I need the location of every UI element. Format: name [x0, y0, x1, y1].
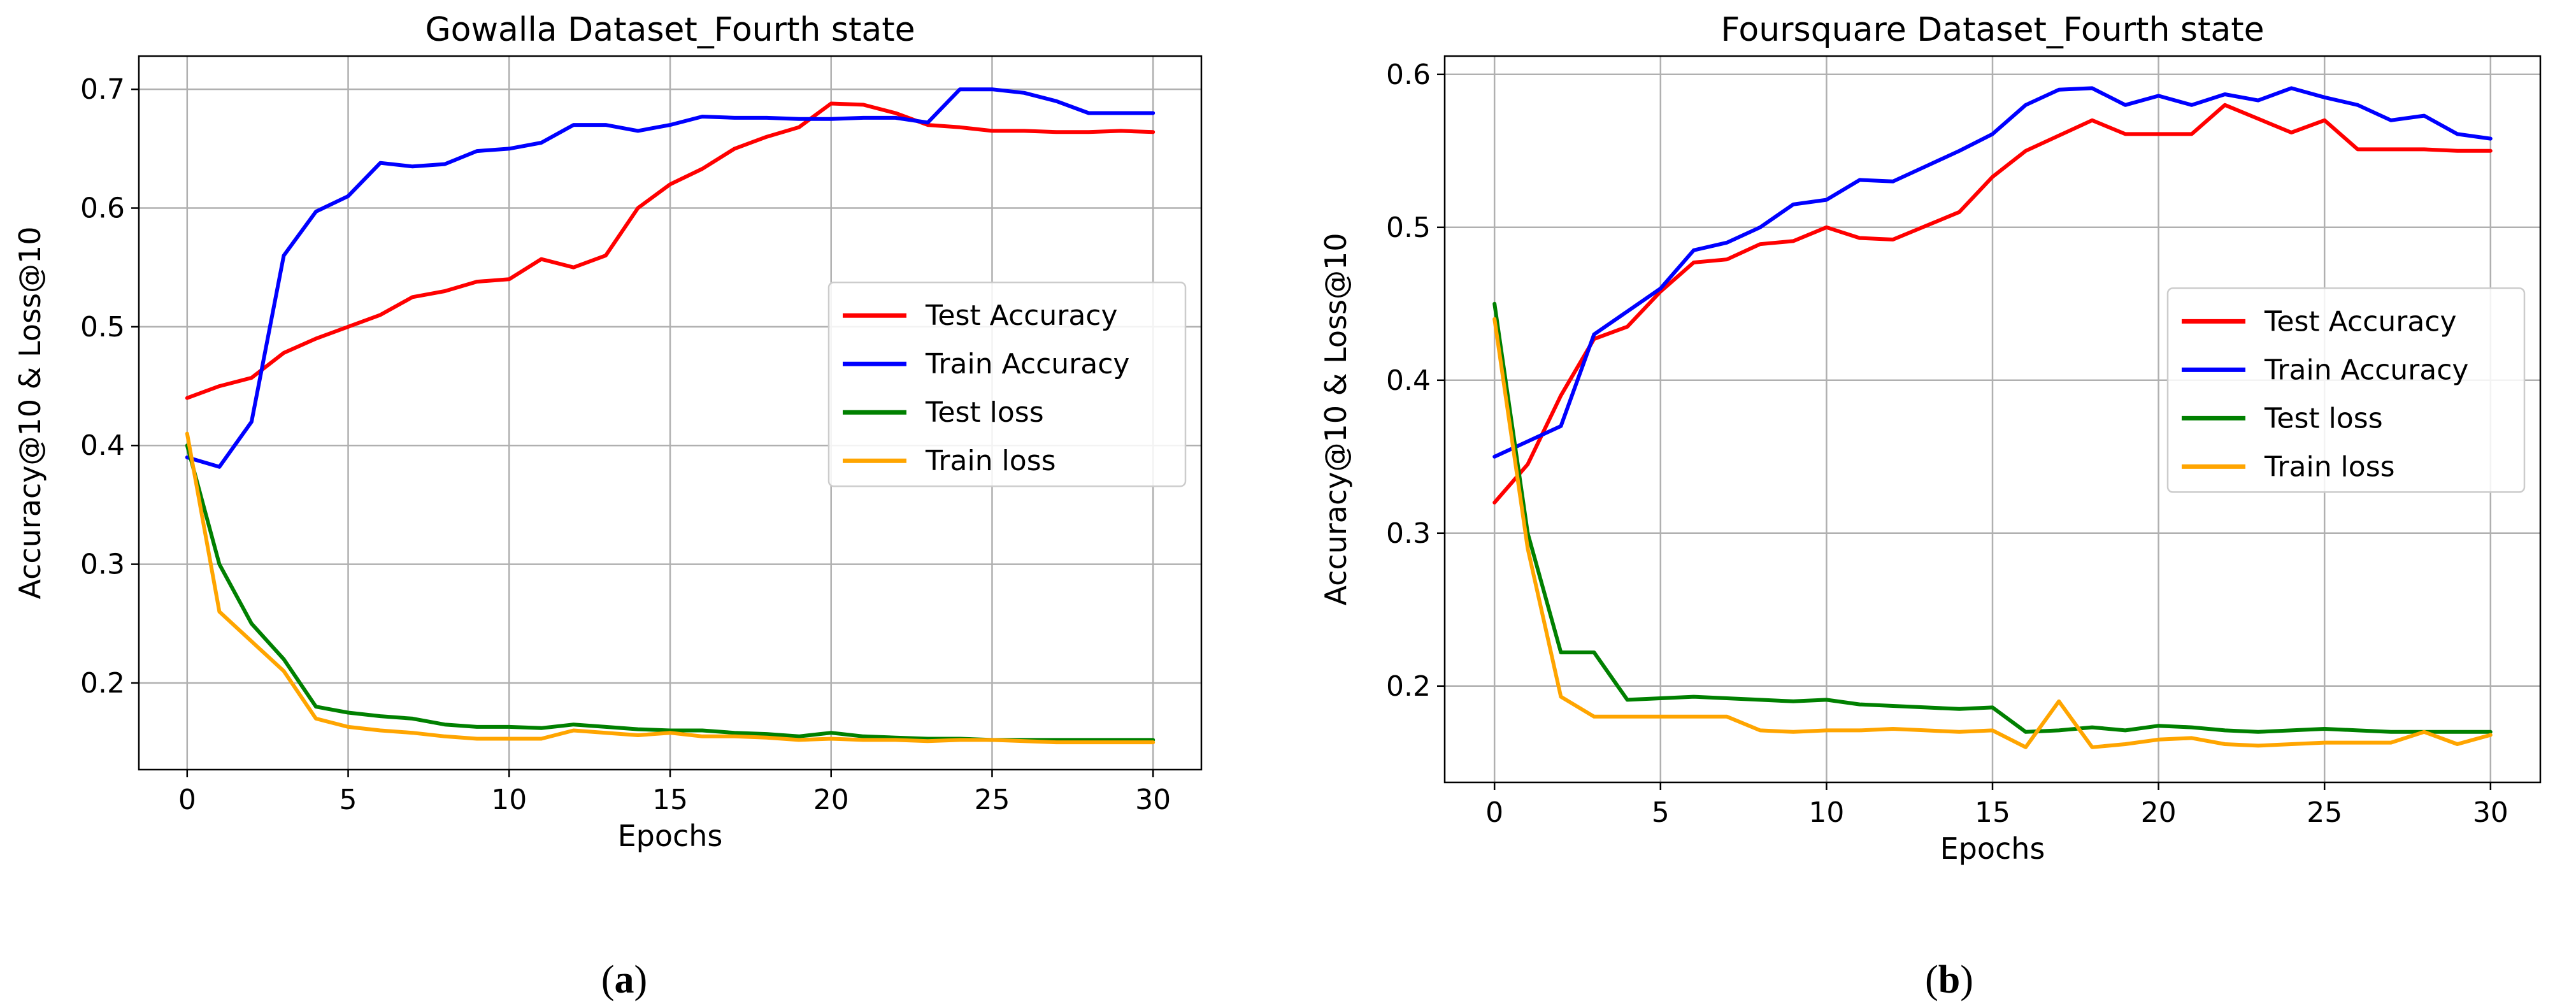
legend-label-test-accuracy: Test Accuracy: [925, 299, 1118, 332]
y-tick-label: 0.6: [1386, 59, 1431, 91]
chart-foursquare: 0 5 10 15 20 25 30 0.2 0.3 0.4 0.5 0.6 Foursquare Da…: [1319, 11, 2542, 866]
y-tick-label: 0.3: [1386, 517, 1431, 550]
panel-label-a: (a): [601, 958, 647, 1002]
legend-label-test-loss: Test loss: [2264, 402, 2383, 435]
y-tick-label: 0.5: [1386, 212, 1431, 244]
x-tick-label: 30: [2473, 796, 2508, 829]
y-tick-label: 0.6: [80, 192, 125, 225]
legend-label-train-accuracy: Train Accuracy: [2264, 354, 2468, 386]
legend-label-train-accuracy: Train Accuracy: [925, 348, 1129, 380]
x-tick-label: 0: [178, 784, 196, 816]
y-tick-label: 0.2: [80, 667, 125, 700]
y-tick-label: 0.4: [80, 429, 125, 462]
x-tick-label: 10: [491, 784, 527, 816]
y-tick-label: 0.5: [80, 311, 125, 343]
x-tick-label: 15: [652, 784, 688, 816]
legend-label-train-loss: Train loss: [2264, 450, 2395, 483]
x-tick-label: 30: [1135, 784, 1171, 816]
series-line-train-loss: [185, 431, 1156, 745]
y-axis-label: Accuracy@10 & Loss@10: [13, 226, 47, 599]
x-tick-label: 5: [340, 784, 357, 816]
x-tick-label: 20: [2141, 796, 2177, 829]
x-tick-label: 0: [1485, 796, 1503, 829]
x-tick-label: 5: [1652, 796, 1670, 829]
x-tick-label: 10: [1808, 796, 1844, 829]
x-axis-label: Epochs: [1940, 831, 2045, 866]
y-tick-label: 0.3: [80, 549, 125, 581]
x-tick-label: 25: [2307, 796, 2342, 829]
legend-label-train-loss: Train loss: [925, 445, 1056, 477]
x-tick-label: 25: [974, 784, 1010, 816]
series-line-train-accuracy: [1492, 86, 2493, 459]
y-axis-label: Accuracy@10 & Loss@10: [1319, 233, 1353, 605]
panel-label-b: (b): [1925, 958, 1973, 1002]
x-axis-label: Epochs: [618, 819, 723, 853]
series-line-test-loss: [1492, 301, 2493, 734]
x-tick-label: 15: [1975, 796, 2010, 829]
series-line-train-loss: [1492, 317, 2493, 749]
series-line-test-accuracy: [185, 101, 1156, 400]
chart-title: Foursquare Dataset_Fourth state: [1721, 11, 2264, 49]
y-tick-label: 0.7: [80, 73, 125, 106]
y-tick-label: 0.4: [1386, 364, 1431, 397]
legend: Test Accuracy Train Accuracy Test loss Trai…: [827, 281, 1187, 487]
legend-box: [827, 281, 1187, 487]
chart-title: Gowalla Dataset_Fourth state: [425, 11, 915, 49]
chart-gowalla: 0 5 10 15 20 25 30 0.2 0.3 0.4 0.5 0.6 0.7 Gowalla Da…: [13, 11, 1203, 853]
legend-label-test-loss: Test loss: [925, 396, 1044, 429]
series-line-test-accuracy: [1492, 103, 2493, 505]
legend: Test Accuracy Train Accuracy Test loss Trai…: [2166, 287, 2526, 493]
legend-label-test-accuracy: Test Accuracy: [2264, 305, 2457, 338]
panel-label-b-text: b: [1938, 958, 1960, 1002]
panel-label-a-text: a: [615, 958, 634, 1002]
x-tick-label: 20: [813, 784, 849, 816]
series-line-train-accuracy: [185, 87, 1156, 469]
legend-box: [2166, 287, 2526, 493]
y-tick-label: 0.2: [1386, 670, 1431, 703]
